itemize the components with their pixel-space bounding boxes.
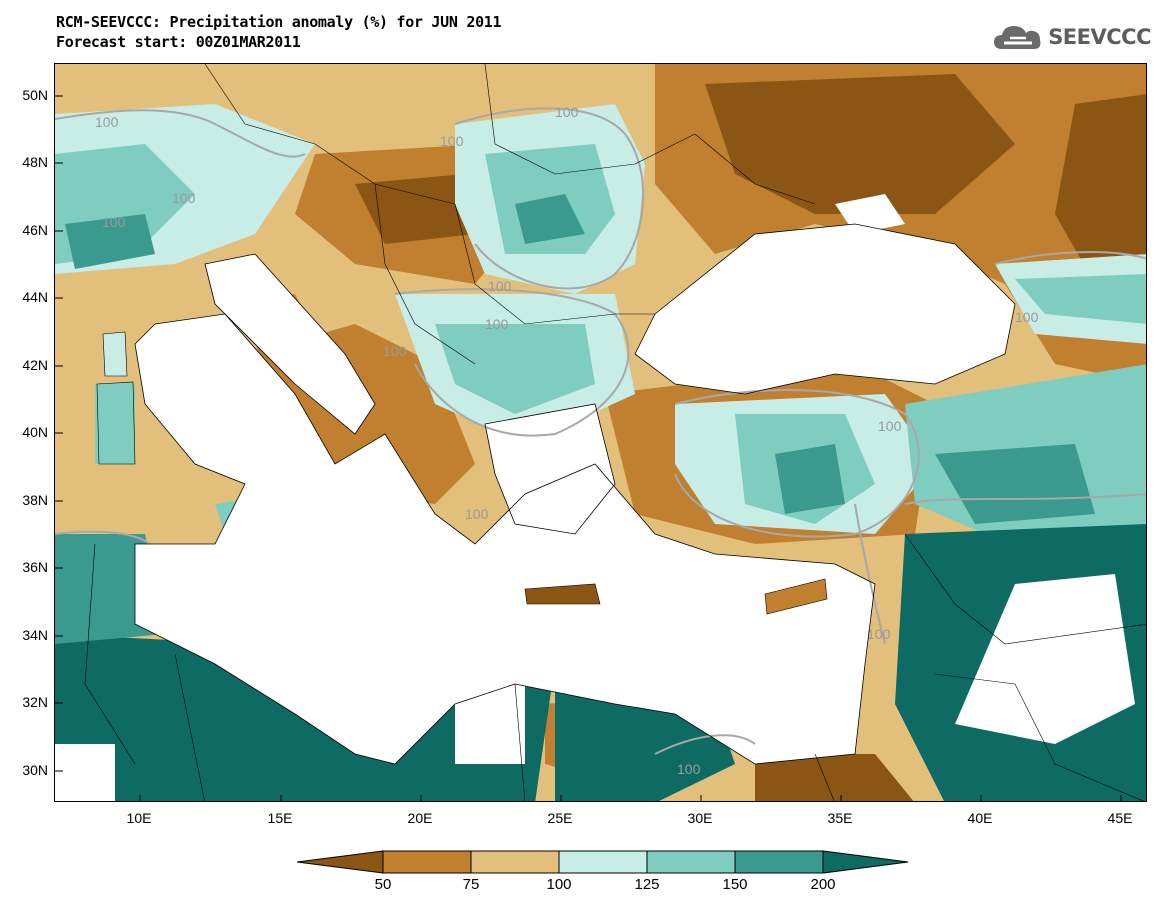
contour-label: 100 <box>383 343 407 359</box>
lat-label: 32N <box>22 694 48 710</box>
nodata-patch-arabia <box>955 574 1135 744</box>
lat-label: 42N <box>22 357 48 373</box>
colorbar-swatch-5 <box>734 850 824 874</box>
map-title: RCM-SEEVCCC: Precipitation anomaly (%) f… <box>56 12 502 52</box>
mediterranean-sea <box>135 314 875 764</box>
contour-label: 100 <box>878 418 902 434</box>
seevccc-logo: SEEVCCC <box>992 20 1151 54</box>
contour-label: 100 <box>485 316 509 332</box>
contour-100-lines <box>55 107 1146 755</box>
contour-label: 100 <box>465 506 489 522</box>
anomaly-field: 100 100 100 100 100 100 100 100 100 100 … <box>55 64 1146 801</box>
colorbar-swatch-4 <box>646 850 736 874</box>
very-wet-zone-anatolia <box>775 444 845 514</box>
cyprus-island <box>764 578 828 615</box>
colorbar-label: 125 <box>634 876 660 893</box>
lon-label: 35E <box>827 810 853 826</box>
black-sea <box>635 224 1015 394</box>
colorbar-label: 50 <box>374 876 392 893</box>
wetter-zone-balkans <box>435 324 595 414</box>
lon-label: 15E <box>267 810 293 826</box>
coastlines <box>134 223 1016 765</box>
nodata-patch-egypt <box>455 679 525 764</box>
corsica-island <box>102 331 128 377</box>
lon-label: 45E <box>1107 810 1133 826</box>
axis-ticks <box>55 95 1122 801</box>
colorbar-swatch-6 <box>822 850 909 874</box>
logo-text: SEEVCCC <box>1048 25 1151 49</box>
contour-label: 100 <box>440 133 464 149</box>
contour-labels: 100 100 100 100 100 100 100 100 100 100 … <box>95 104 1039 777</box>
map-area: 100 100 100 100 100 100 100 100 100 100 … <box>54 63 1147 802</box>
very-dry-zone-sinai <box>755 754 914 801</box>
country-borders <box>84 64 1146 801</box>
lat-label: 44N <box>22 289 48 305</box>
colorbar-swatch-3 <box>558 850 648 874</box>
contour-label: 100 <box>555 104 579 120</box>
lat-label: 48N <box>22 154 48 170</box>
very-dry-zone-east <box>705 74 1015 214</box>
colorbar-label: 200 <box>810 876 836 893</box>
colorbar-label: 100 <box>546 876 572 893</box>
lat-label: 40N <box>22 424 48 440</box>
title-line-1: RCM-SEEVCCC: Precipitation anomaly (%) f… <box>56 13 502 31</box>
colorbar-swatch-1 <box>382 850 472 874</box>
colorbar-swatch-2 <box>470 850 560 874</box>
very-dry-zone-central <box>355 174 475 244</box>
very-wet-zone-alps <box>65 214 155 269</box>
lat-label: 50N <box>22 87 48 103</box>
lat-label: 38N <box>22 492 48 508</box>
lat-label: 30N <box>22 762 48 778</box>
colorbar-label: 75 <box>462 876 480 893</box>
colorbar <box>297 850 909 874</box>
lat-label: 36N <box>22 559 48 575</box>
contour-label: 100 <box>95 114 119 130</box>
lon-label: 10E <box>126 810 152 826</box>
very-dry-zone-northeast <box>1055 94 1146 304</box>
title-line-2: Forecast start: 00Z01MAR2011 <box>56 33 301 51</box>
sardinia-island <box>96 381 136 465</box>
lon-label: 20E <box>407 810 433 826</box>
lon-label: 40E <box>967 810 993 826</box>
contour-label: 100 <box>172 190 196 206</box>
contour-label: 100 <box>102 214 126 230</box>
nodata-patch-libya <box>55 744 115 801</box>
cloud-logo-icon <box>994 26 1041 49</box>
colorbar-swatch-0 <box>297 850 384 874</box>
adriatic-sea <box>205 254 375 434</box>
crete-island <box>524 583 601 605</box>
colorbar-label: 150 <box>722 876 748 893</box>
contour-label: 100 <box>867 626 891 642</box>
contour-label: 100 <box>1015 309 1039 325</box>
very-wet-zone-carpathians <box>515 194 585 244</box>
lon-label: 25E <box>547 810 573 826</box>
lon-label: 30E <box>687 810 713 826</box>
lat-label: 34N <box>22 627 48 643</box>
extreme-wet-zone-east-anatolia <box>935 444 1095 524</box>
contour-label: 100 <box>488 278 512 294</box>
lat-label: 46N <box>22 222 48 238</box>
wetter-zone-caucasus <box>1015 274 1146 324</box>
contour-label: 100 <box>677 761 701 777</box>
